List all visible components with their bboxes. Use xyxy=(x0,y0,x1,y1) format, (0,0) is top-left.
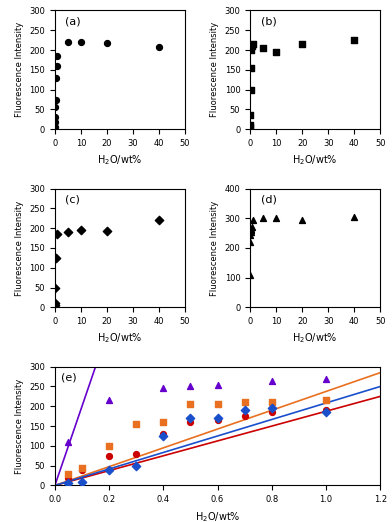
Point xyxy=(247,230,254,239)
Point xyxy=(269,398,275,407)
Point xyxy=(54,230,61,238)
Point xyxy=(65,38,71,46)
Point xyxy=(241,398,248,407)
Point xyxy=(248,224,254,233)
Point xyxy=(78,226,84,234)
Text: (d): (d) xyxy=(261,195,276,205)
Point xyxy=(106,452,112,460)
Point xyxy=(323,408,329,417)
Y-axis label: Fluorescence Intensity: Fluorescence Intensity xyxy=(210,22,219,117)
Point xyxy=(241,406,248,414)
Point xyxy=(106,396,112,405)
Point xyxy=(52,118,58,126)
Point xyxy=(260,44,266,52)
Text: (a): (a) xyxy=(65,16,81,27)
X-axis label: H$_2$O/wt%: H$_2$O/wt% xyxy=(292,153,338,167)
Point xyxy=(53,74,59,82)
Point xyxy=(247,270,253,279)
Point xyxy=(351,212,358,221)
Point xyxy=(52,103,58,112)
Point xyxy=(52,299,58,307)
Point xyxy=(156,216,162,224)
Point xyxy=(160,384,167,393)
Point xyxy=(160,430,167,438)
Point xyxy=(104,227,110,235)
Point xyxy=(133,461,140,470)
X-axis label: H$_2$O/wt%: H$_2$O/wt% xyxy=(97,331,143,346)
Point xyxy=(187,414,194,422)
Point xyxy=(214,416,221,424)
Point xyxy=(250,216,256,224)
Point xyxy=(247,121,253,129)
Point xyxy=(323,396,329,405)
Point xyxy=(65,479,72,488)
Point xyxy=(187,382,194,390)
Point xyxy=(247,111,254,120)
Y-axis label: Fluorescence Intensity: Fluorescence Intensity xyxy=(210,200,219,295)
Point xyxy=(65,228,71,236)
Point xyxy=(247,86,254,94)
Point xyxy=(53,96,59,104)
Point xyxy=(273,48,279,56)
X-axis label: H$_2$O/wt%: H$_2$O/wt% xyxy=(292,331,338,346)
Point xyxy=(54,52,61,60)
Point xyxy=(160,432,167,440)
Text: (b): (b) xyxy=(261,16,276,27)
Point xyxy=(247,238,253,246)
Point xyxy=(187,418,194,426)
X-axis label: H$_2$O/wt%: H$_2$O/wt% xyxy=(195,510,240,522)
Point xyxy=(65,438,72,446)
Point xyxy=(214,400,221,409)
Y-axis label: Fluorescence Intensity: Fluorescence Intensity xyxy=(15,22,24,117)
Point xyxy=(160,418,167,426)
X-axis label: H$_2$O/wt%: H$_2$O/wt% xyxy=(97,153,143,167)
Point xyxy=(247,123,253,132)
Point xyxy=(78,38,84,46)
Point xyxy=(52,302,58,311)
Point xyxy=(52,283,58,292)
Point xyxy=(79,466,85,474)
Point xyxy=(79,464,85,472)
Point xyxy=(248,46,254,54)
Point xyxy=(214,381,221,389)
Point xyxy=(248,226,254,234)
Point xyxy=(260,214,266,222)
Point xyxy=(269,376,275,385)
Point xyxy=(248,64,254,72)
Point xyxy=(273,214,279,222)
Point xyxy=(249,42,255,50)
Point xyxy=(323,406,329,414)
Point xyxy=(214,414,221,422)
Point xyxy=(65,473,72,482)
Point xyxy=(79,477,85,485)
Point xyxy=(156,43,162,52)
Point xyxy=(323,374,329,383)
Y-axis label: Fluorescence Intensity: Fluorescence Intensity xyxy=(15,378,24,473)
Point xyxy=(133,420,140,428)
Point xyxy=(241,412,248,420)
Point xyxy=(52,301,58,310)
Point xyxy=(106,466,112,474)
Point xyxy=(52,113,58,122)
Point xyxy=(299,216,305,224)
Point xyxy=(54,62,60,70)
Point xyxy=(250,40,256,48)
Point xyxy=(351,36,358,44)
Point xyxy=(269,404,275,412)
Legend: 1,4-dioxane, THF, acetonitrile, ethanol: 1,4-dioxane, THF, acetonitrile, ethanol xyxy=(391,371,392,423)
Point xyxy=(249,223,255,231)
Point xyxy=(104,39,110,47)
Point xyxy=(52,123,58,132)
Point xyxy=(53,254,59,262)
Text: (c): (c) xyxy=(65,195,80,205)
Point xyxy=(247,228,254,236)
Point xyxy=(65,469,72,478)
Point xyxy=(106,442,112,450)
Text: (e): (e) xyxy=(62,373,77,383)
Point xyxy=(187,400,194,409)
Point xyxy=(133,449,140,458)
Point xyxy=(269,408,275,417)
Y-axis label: Fluorescence Intensity: Fluorescence Intensity xyxy=(15,200,24,295)
Point xyxy=(299,40,305,48)
